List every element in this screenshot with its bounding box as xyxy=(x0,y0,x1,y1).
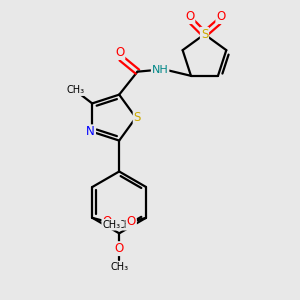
Text: O: O xyxy=(127,215,136,228)
Text: CH₃: CH₃ xyxy=(118,220,136,230)
Text: CH₃: CH₃ xyxy=(67,85,85,95)
Text: S: S xyxy=(201,28,208,41)
Text: N: N xyxy=(86,125,95,138)
Text: NH: NH xyxy=(152,65,169,75)
Text: CH₃: CH₃ xyxy=(110,262,128,272)
Text: O: O xyxy=(216,10,226,23)
Text: O: O xyxy=(115,46,124,59)
Text: O: O xyxy=(115,242,124,255)
Text: O: O xyxy=(103,215,112,228)
Text: CH₃: CH₃ xyxy=(103,220,121,230)
Text: O: O xyxy=(185,10,194,23)
Text: S: S xyxy=(134,111,141,124)
